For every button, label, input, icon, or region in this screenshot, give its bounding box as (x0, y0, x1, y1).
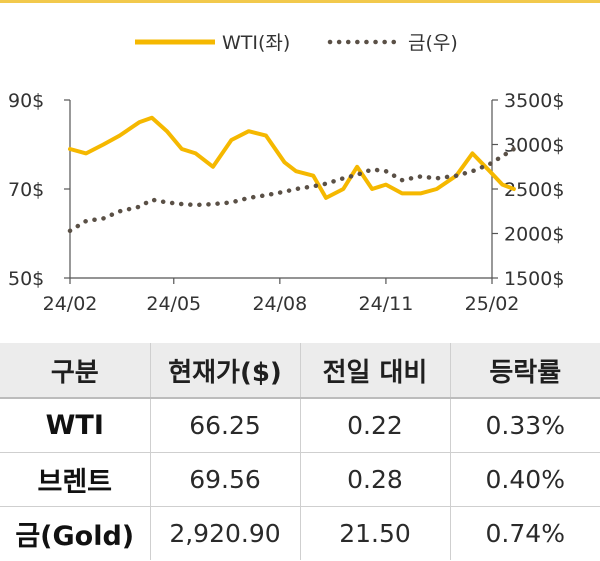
change-cell: 21.50 (300, 506, 451, 560)
current-price-cell: 66.25 (150, 398, 301, 453)
right-y-tick-label: 3500$ (504, 90, 564, 112)
header-change-rate: 등락률 (450, 343, 600, 399)
row-label: 금(Gold) (0, 506, 151, 560)
change-rate-cell: 0.74% (485, 519, 565, 548)
price-table: 구분 현재가($) 전일 대비 등락률 WTI 66.25 0.22 0.33%… (0, 343, 600, 560)
table-header-row: 구분 현재가($) 전일 대비 등락률 (0, 343, 600, 399)
x-tick-label: 25/02 (465, 293, 520, 315)
legend-label-wti: WTI(좌) (222, 32, 290, 54)
current-price-cell: 2,920.90 (150, 506, 301, 560)
x-tick-label: 24/02 (43, 293, 98, 315)
header-category: 구분 (0, 343, 151, 399)
right-y-tick-label: 1500$ (504, 268, 564, 290)
row-label: WTI (0, 398, 151, 453)
left-y-tick-label: 70$ (8, 179, 44, 201)
header-current-price: 현재가($) (150, 343, 301, 399)
change-cell: 0.22 (300, 398, 451, 453)
row-label: 브렌트 (0, 452, 151, 507)
series-line-wti (68, 115, 516, 200)
right-y-tick-label: 3000$ (504, 135, 564, 157)
header-change: 전일 대비 (300, 343, 451, 399)
change-rate-cell: 0.33% (450, 398, 600, 453)
change-rate-cell: 0.40% (450, 452, 600, 507)
table-row-brent: 브렌트 69.56 0.28 0.40% (0, 452, 600, 507)
left-y-tick-label: 90$ (8, 90, 44, 112)
x-tick-label: 24/05 (146, 293, 201, 315)
x-tick-label: 24/08 (252, 293, 307, 315)
table-row-gold: 금(Gold) 2,920.90 21.50 0.74% (0, 506, 600, 560)
price-chart: 90$ 70$ 50$ 3500$ 3000$ 2500$ 2000$ 1500$ 24/02 2… (8, 32, 564, 315)
right-y-tick-label: 2000$ (504, 224, 564, 246)
legend-label-gold: 금(우) (408, 32, 458, 54)
left-y-tick-label: 50$ (8, 268, 44, 290)
table-row-wti: WTI 66.25 0.22 0.33% (0, 398, 600, 453)
series-line-gold (67, 146, 517, 234)
right-y-tick-label: 2500$ (504, 179, 564, 201)
change-cell: 0.28 (300, 452, 451, 507)
top-accent-line (0, 0, 600, 3)
current-price-cell: 69.56 (150, 452, 301, 507)
x-tick-label: 24/11 (359, 293, 414, 315)
chart-svg: 90$ 70$ 50$ 3500$ 3000$ 2500$ 2000$ 1500$ 24/02 2… (8, 32, 564, 315)
